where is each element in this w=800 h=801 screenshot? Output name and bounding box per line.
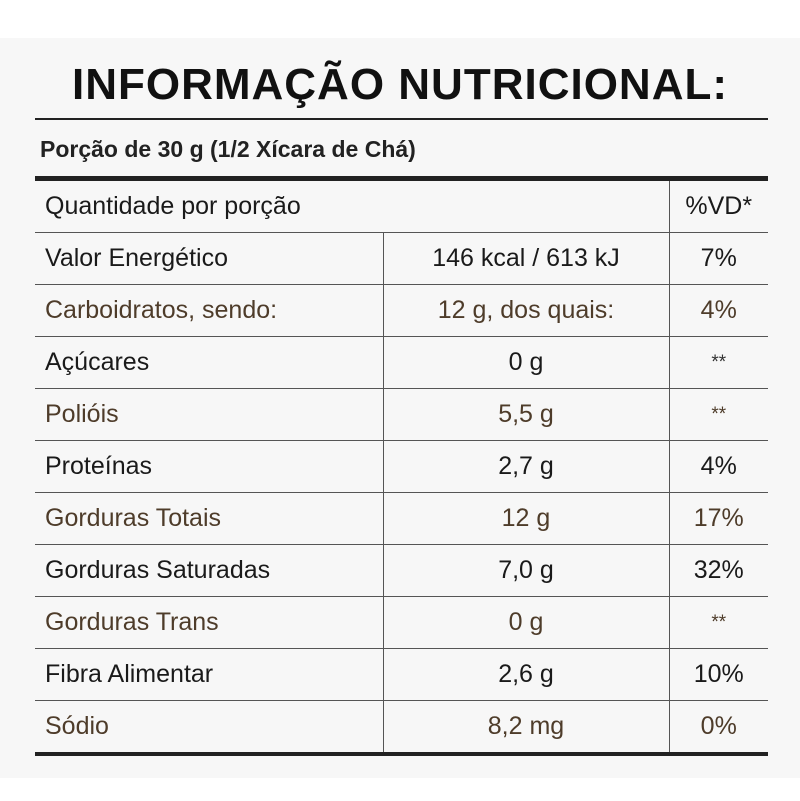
nutrient-name: Polióis xyxy=(35,388,383,441)
nutrient-name: Valor Energético xyxy=(35,232,383,285)
nutrient-name: Gorduras Saturadas xyxy=(35,544,383,597)
top-margin xyxy=(0,0,800,38)
table-row: Valor Energético 146 kcal / 613 kJ 7% xyxy=(35,232,768,285)
nutrient-name: Sódio xyxy=(35,700,383,756)
nutrient-vd: 32% xyxy=(668,544,768,597)
nutrient-vd: ** xyxy=(668,596,768,649)
portion-divider xyxy=(35,176,768,181)
table-row: Fibra Alimentar 2,6 g 10% xyxy=(35,648,768,701)
page-title: INFORMAÇÃO NUTRICIONAL: xyxy=(71,60,729,109)
nutrient-amount: 7,0 g xyxy=(382,544,669,597)
nutrient-name: Gorduras Trans xyxy=(35,596,383,649)
table-row: Proteínas 2,7 g 4% xyxy=(35,440,768,493)
header-quantity-label: Quantidade por porção xyxy=(35,181,669,233)
portion-size: Porção de 30 g (1/2 Xícara de Chá) xyxy=(40,136,416,162)
nutrient-amount: 0 g xyxy=(382,596,669,649)
nutrient-vd: ** xyxy=(668,388,768,441)
nutrient-amount: 5,5 g xyxy=(382,388,669,441)
table-header-row: Quantidade por porção %VD* xyxy=(35,181,768,233)
nutrient-vd: 7% xyxy=(668,232,768,285)
table-row: Gorduras Totais 12 g 17% xyxy=(35,492,768,545)
nutrient-vd: 4% xyxy=(668,284,768,337)
nutrient-amount: 2,6 g xyxy=(382,648,669,701)
nutrient-vd: 17% xyxy=(668,492,768,545)
title-divider xyxy=(35,118,768,120)
nutrient-name: Gorduras Totais xyxy=(35,492,383,545)
table-row: Gorduras Trans 0 g ** xyxy=(35,596,768,649)
nutrient-amount: 8,2 mg xyxy=(382,700,669,756)
nutrition-table: Quantidade por porção %VD* Valor Energét… xyxy=(35,181,768,756)
nutrient-vd: ** xyxy=(668,336,768,389)
table-row: Gorduras Saturadas 7,0 g 32% xyxy=(35,544,768,597)
nutrient-name: Fibra Alimentar xyxy=(35,648,383,701)
nutrient-amount: 12 g, dos quais: xyxy=(382,284,669,337)
table-row: Polióis 5,5 g ** xyxy=(35,388,768,441)
table-row: Açúcares 0 g ** xyxy=(35,336,768,389)
nutrient-amount: 146 kcal / 613 kJ xyxy=(382,232,669,285)
nutrient-name: Açúcares xyxy=(35,336,383,389)
nutrient-vd: 10% xyxy=(668,648,768,701)
nutrient-name: Carboidratos, sendo: xyxy=(35,284,383,337)
nutrient-name: Proteínas xyxy=(35,440,383,493)
nutrient-amount: 12 g xyxy=(382,492,669,545)
table-row: Carboidratos, sendo: 12 g, dos quais: 4% xyxy=(35,284,768,337)
nutrient-amount: 0 g xyxy=(382,336,669,389)
nutrient-vd: 0% xyxy=(668,700,768,756)
header-vd-label: %VD* xyxy=(668,181,768,233)
nutrient-vd: 4% xyxy=(668,440,768,493)
nutrient-amount: 2,7 g xyxy=(382,440,669,493)
table-row: Sódio 8,2 mg 0% xyxy=(35,700,768,756)
